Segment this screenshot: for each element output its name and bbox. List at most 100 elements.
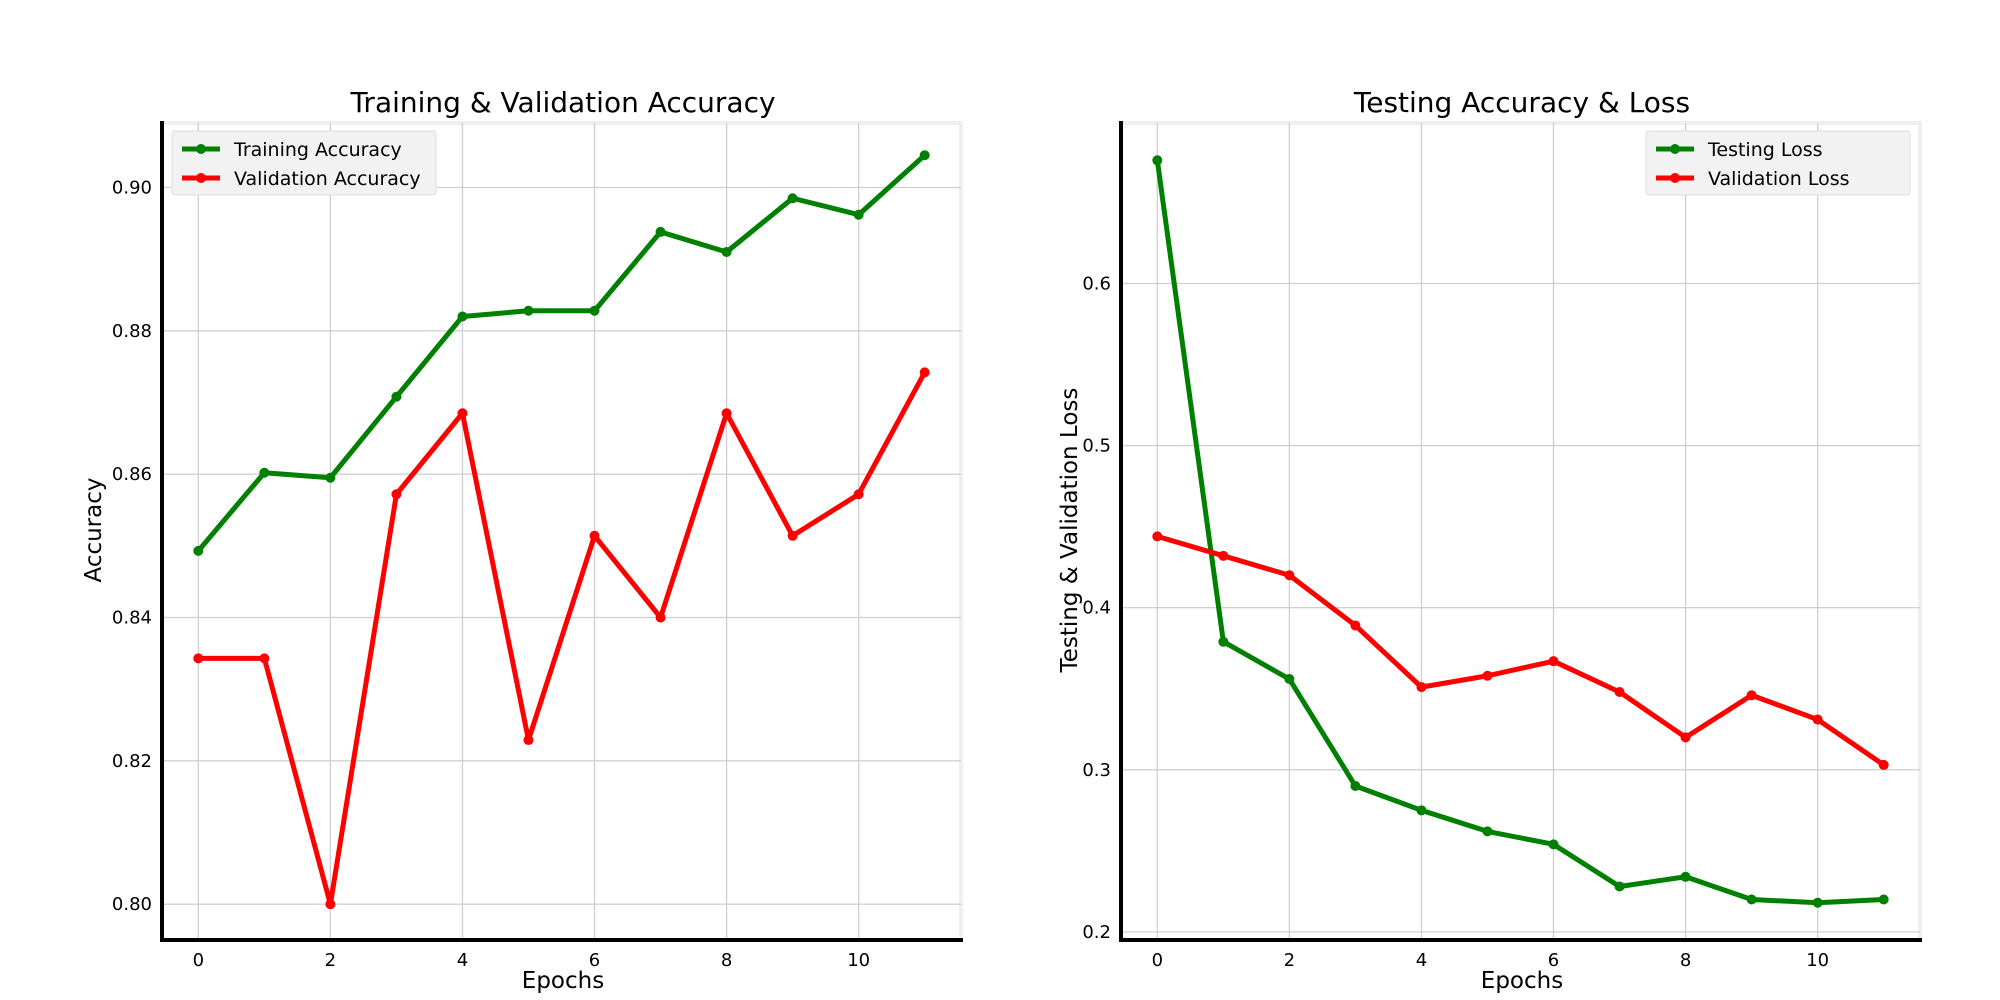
legend-label: Validation Loss (1708, 168, 1850, 190)
x-tick-label: 8 (1680, 950, 1691, 971)
x-tick-label: 4 (457, 950, 468, 971)
data-point (193, 653, 204, 664)
data-point (391, 391, 402, 402)
y-axis-label: Testing & Validation Loss (1057, 388, 1083, 674)
series (1152, 531, 1889, 770)
data-point (1746, 690, 1757, 701)
data-point (1350, 781, 1361, 792)
y-tick-label: 0.82 (112, 751, 152, 772)
y-tick-label: 0.5 (1082, 436, 1111, 457)
series-line (1154, 533, 1887, 768)
y-tick-label: 0.88 (112, 321, 152, 342)
y-tick-label: 0.4 (1082, 598, 1111, 619)
x-tick-label: 10 (847, 950, 870, 971)
data-point (1350, 620, 1361, 631)
data-point (721, 247, 732, 257)
data-point (1680, 732, 1691, 743)
series (193, 150, 930, 556)
chart-title: Testing Accuracy & Loss (1353, 86, 1690, 119)
x-tick-label: 0 (193, 950, 204, 971)
legend-swatch-marker (1670, 173, 1680, 183)
data-point (1878, 894, 1889, 905)
x-axis-label: Epochs (1481, 968, 1563, 994)
y-tick-label: 0.90 (112, 178, 152, 199)
data-point (1152, 155, 1163, 166)
data-point (1614, 881, 1625, 892)
data-point (1218, 636, 1229, 647)
data-point (259, 467, 270, 478)
data-point (787, 193, 798, 204)
data-point (1680, 871, 1691, 882)
x-axis-label: Epochs (522, 968, 604, 994)
y-tick-label: 0.2 (1082, 922, 1111, 943)
data-point (1548, 656, 1559, 667)
data-point (523, 735, 534, 746)
data-point (721, 408, 732, 419)
data-point (391, 489, 402, 500)
data-point (1812, 714, 1823, 725)
data-point (1416, 805, 1427, 816)
data-point (655, 612, 666, 623)
legend-label: Training Accuracy (233, 139, 402, 161)
data-point (589, 305, 600, 316)
x-tick-label: 4 (1416, 950, 1427, 971)
legend-swatch-marker (196, 173, 206, 183)
y-tick-label: 0.84 (112, 608, 152, 629)
legend: Training Accuracy Validation Accuracy (171, 130, 437, 196)
plot-area: 0 2 4 6 8 10 0.80 0.82 0.84 0.86 0.88 0.90 Training … (112, 121, 963, 971)
data-point (853, 489, 864, 500)
x-tick-label: 6 (589, 950, 600, 971)
data-point (1284, 674, 1295, 685)
legend-swatch-marker (1670, 144, 1680, 154)
legend-box (171, 130, 437, 196)
series (1152, 155, 1889, 908)
series (193, 367, 930, 910)
data-point (259, 653, 270, 664)
data-point (1482, 826, 1493, 837)
data-point (325, 899, 336, 910)
legend-label: Testing Loss (1707, 139, 1823, 161)
series-line (195, 369, 928, 907)
data-point (1746, 894, 1757, 905)
x-tick-label: 2 (1284, 950, 1295, 971)
y-tick-label: 0.3 (1082, 760, 1111, 781)
data-point (325, 472, 336, 483)
x-tick-label: 10 (1806, 950, 1829, 971)
legend-label: Validation Accuracy (234, 168, 421, 190)
data-point (589, 530, 600, 541)
plot-area: 0 2 4 6 8 10 0.2 0.3 0.4 0.5 0.6 Testing Loss Valida… (1082, 121, 1922, 971)
legend: Testing Loss Validation Loss (1645, 130, 1911, 196)
data-point (457, 408, 468, 419)
x-tick-label: 6 (1548, 950, 1559, 971)
data-point (1614, 686, 1625, 697)
data-point (655, 226, 666, 237)
data-point (1152, 531, 1163, 542)
data-point (919, 367, 930, 378)
data-point (853, 209, 864, 220)
data-point (523, 305, 534, 316)
data-point (1548, 839, 1559, 850)
data-point (457, 311, 468, 322)
legend-swatch-marker (196, 144, 206, 154)
y-axis-label: Accuracy (81, 477, 107, 582)
data-point (1878, 759, 1889, 770)
chart-title: Training & Validation Accuracy (349, 86, 775, 119)
data-point (1812, 897, 1823, 908)
y-tick-label: 0.6 (1082, 273, 1111, 294)
loss-chart: 0 2 4 6 8 10 0.2 0.3 0.4 0.5 0.6 Testing Loss Valida… (1057, 86, 1922, 994)
x-tick-label: 0 (1152, 950, 1163, 971)
data-point (193, 545, 204, 556)
x-tick-label: 8 (721, 950, 732, 971)
y-tick-label: 0.86 (112, 464, 152, 485)
data-point (919, 150, 930, 161)
data-point (1218, 550, 1229, 561)
data-point (787, 530, 798, 541)
data-point (1284, 570, 1295, 581)
series-line (1154, 157, 1887, 906)
data-point (1416, 682, 1427, 693)
y-tick-label: 0.80 (112, 894, 152, 915)
legend-box (1645, 130, 1911, 196)
data-point (1482, 670, 1493, 681)
x-tick-label: 2 (325, 950, 336, 971)
